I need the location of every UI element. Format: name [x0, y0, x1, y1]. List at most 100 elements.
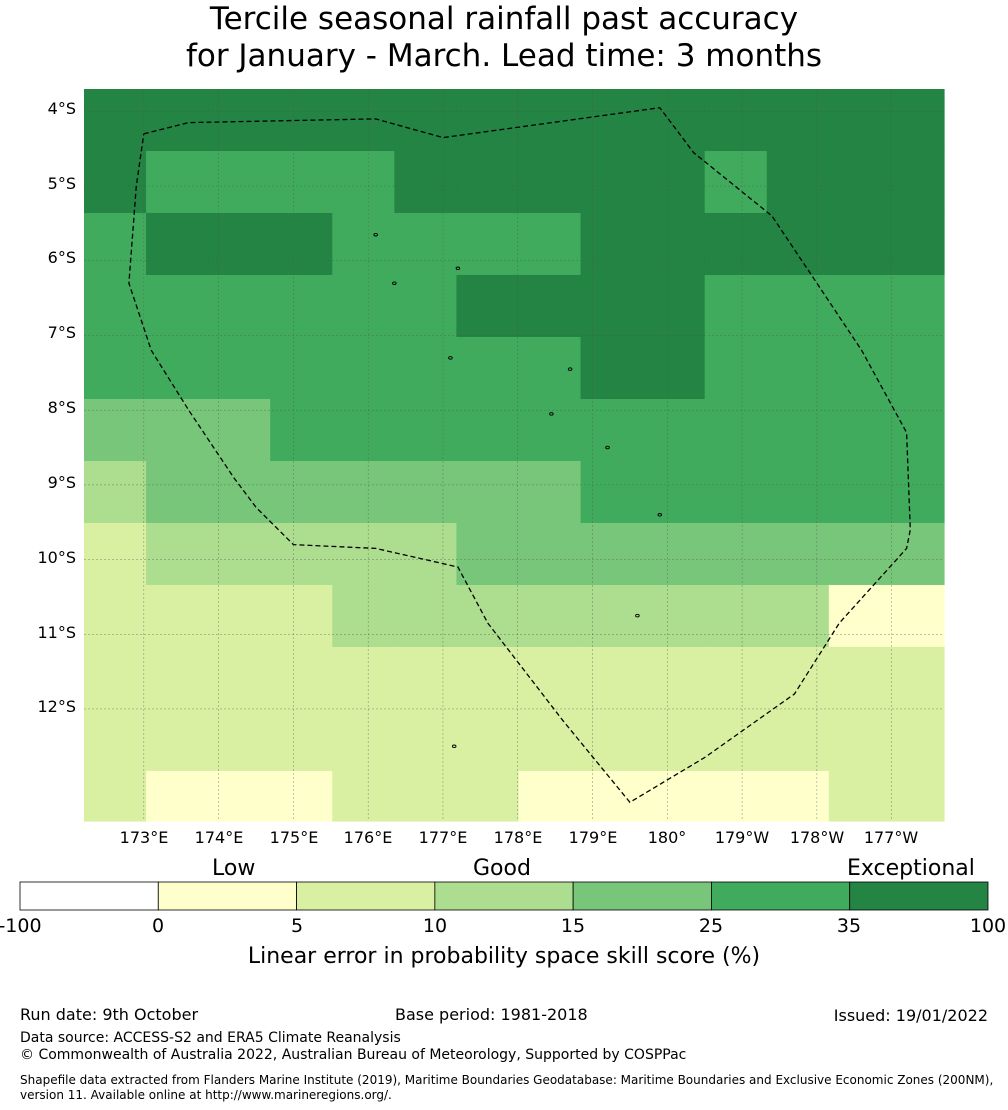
heatmap-cell: [84, 708, 147, 772]
heatmap-cell: [84, 646, 147, 710]
heatmap-cell: [580, 274, 644, 338]
lon-label-178w: 178°W: [789, 828, 845, 847]
heatmap-cell: [332, 460, 395, 524]
heatmap-cell: [828, 89, 892, 152]
heatmap-cell: [580, 646, 644, 710]
colorbar-label: Linear error in probability space skill …: [247, 944, 761, 969]
heatmap-cell: [394, 522, 458, 586]
heatmap-cell: [332, 336, 395, 400]
colorbar-tick-35: 35: [836, 915, 862, 937]
heatmap-cell: [580, 212, 644, 276]
heatmap-cell: [84, 522, 147, 586]
heatmap-cell: [704, 460, 768, 524]
heatmap-cell: [890, 522, 945, 586]
heatmap-cell: [270, 646, 333, 710]
colorbar-tick-100: 100: [969, 915, 1007, 937]
heatmap-cell: [890, 708, 945, 772]
base-period: Base period: 1981-2018: [395, 1005, 588, 1024]
legend-category-good: Good: [473, 856, 531, 881]
lat-label-6s: 6°S: [47, 248, 76, 267]
heatmap-cell: [394, 336, 458, 400]
lon-label-177w: 177°W: [863, 828, 919, 847]
heatmap-cell: [890, 89, 945, 152]
heatmap-cell: [642, 770, 706, 822]
colorbar-swatch: [19, 881, 159, 911]
heatmap-cell: [332, 274, 395, 338]
heatmap-cell: [518, 151, 582, 214]
eez-boundary-line: [128, 107, 911, 804]
heatmap-cell: [394, 584, 458, 648]
heatmap-cell: [766, 151, 830, 214]
heatmap-cell: [580, 89, 644, 152]
heatmap-cell: [642, 646, 706, 710]
heatmap-cell: [332, 398, 395, 462]
heatmap-cell: [332, 708, 395, 772]
heatmap-cell: [828, 522, 892, 586]
heatmap-cell: [270, 274, 333, 338]
colorbar-swatch: [434, 881, 574, 911]
heatmap-cell: [394, 646, 458, 710]
lat-label-9s: 9°S: [47, 473, 76, 492]
heatmap-cell: [766, 336, 830, 400]
heatmap-cell: [518, 274, 582, 338]
lon-label-178e: 178°E: [493, 828, 543, 847]
heatmap-cell: [270, 336, 333, 400]
lat-label-10s: 10°S: [37, 548, 76, 567]
heatmap-cell: [394, 770, 458, 822]
lon-label-173e: 173°E: [119, 828, 169, 847]
heatmap-cell: [208, 89, 271, 152]
island-outline: [549, 412, 554, 416]
legend-category-low: Low: [212, 856, 256, 881]
heatmap-cell: [828, 336, 892, 400]
heatmap-cell: [84, 212, 147, 276]
heatmap-cell: [208, 584, 271, 648]
heatmap-cell: [766, 398, 830, 462]
heatmap-cell: [84, 460, 147, 524]
heatmap-cell: [456, 274, 520, 338]
heatmap-cell: [704, 212, 768, 276]
heatmap-cell: [704, 770, 768, 822]
heatmap-cell: [642, 460, 706, 524]
copyright-notice: © Commonwealth of Australia 2022, Austra…: [20, 1047, 687, 1063]
heatmap-cell: [518, 522, 582, 586]
heatmap-cell: [766, 212, 830, 276]
heatmap-cell: [766, 646, 830, 710]
heatmap-cell: [890, 770, 945, 822]
island-outline: [455, 266, 461, 271]
chart-title-line-1: Tercile seasonal rainfall past accuracy: [209, 1, 799, 37]
island-outline: [567, 367, 573, 371]
heatmap-cell: [270, 460, 333, 524]
heatmap-cell: [766, 89, 830, 152]
heatmap-cell: [456, 708, 520, 772]
lat-label-4s: 4°S: [47, 99, 76, 118]
heatmap-cell: [146, 274, 209, 338]
heatmap-cell: [332, 212, 395, 276]
heatmap-cell: [580, 460, 644, 524]
island-outline: [635, 613, 640, 618]
heatmap-cell: [146, 584, 209, 648]
heatmap-cell: [704, 522, 768, 586]
heatmap-cell: [146, 89, 209, 152]
heatmap-cell: [828, 770, 892, 822]
heatmap-cell: [394, 151, 458, 214]
island-outline: [605, 445, 610, 450]
heatmap-cell: [84, 336, 147, 400]
heatmap-cell: [332, 89, 395, 152]
heatmap-cell: [332, 646, 395, 710]
heatmap-cell: [208, 460, 271, 524]
heatmap-cell: [270, 770, 333, 822]
colorbar-swatch: [296, 881, 436, 911]
heatmap-cell: [146, 336, 209, 400]
lat-label-5s: 5°S: [47, 174, 76, 193]
heatmap-cell: [642, 708, 706, 772]
heatmap-cell: [146, 708, 209, 772]
heatmap-cell: [270, 584, 333, 648]
heatmap-cell: [208, 398, 271, 462]
colorbar-swatch: [157, 881, 297, 911]
colorbar-swatch: [572, 881, 712, 911]
heatmap-cell: [828, 584, 892, 648]
heatmap-cell: [456, 646, 520, 710]
heatmap-cell: [518, 460, 582, 524]
heatmap-cell: [828, 398, 892, 462]
map-gridlines: [84, 89, 944, 821]
